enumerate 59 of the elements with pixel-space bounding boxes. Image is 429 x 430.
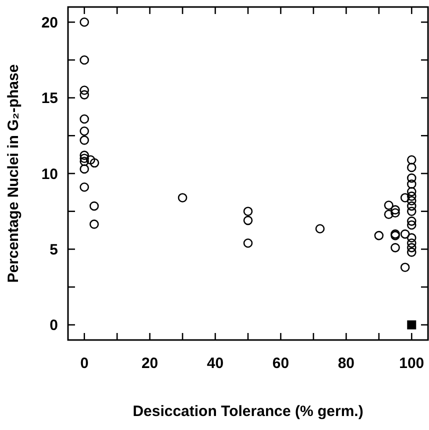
point — [80, 55, 90, 65]
point — [90, 201, 99, 211]
point — [406, 173, 416, 183]
y-tick-label: 0 — [50, 317, 58, 334]
y-tick-label: 5 — [50, 241, 58, 258]
point — [80, 154, 90, 164]
point — [400, 262, 410, 272]
point — [390, 205, 400, 214]
point — [80, 164, 90, 174]
point — [80, 136, 90, 145]
y-tick-label: 10 — [41, 166, 58, 183]
point — [243, 238, 253, 248]
point — [80, 156, 90, 166]
point — [406, 233, 416, 242]
point — [80, 126, 90, 136]
point — [406, 179, 416, 189]
point — [243, 216, 253, 226]
point — [406, 155, 416, 165]
point — [80, 114, 90, 124]
point — [400, 193, 410, 202]
point — [400, 229, 410, 239]
x-tick-label: 0 — [80, 355, 89, 372]
point — [406, 187, 416, 196]
point — [390, 243, 400, 252]
x-tick-label: 40 — [206, 355, 224, 372]
x-tick-label: 60 — [272, 355, 290, 372]
point — [406, 196, 416, 206]
point — [390, 208, 400, 218]
x-tick-label: 80 — [338, 355, 355, 372]
point — [80, 86, 90, 95]
point — [406, 206, 416, 216]
point — [90, 158, 100, 168]
point — [80, 150, 90, 160]
point — [90, 220, 99, 229]
point — [406, 192, 416, 201]
point — [406, 162, 416, 172]
point — [406, 220, 416, 230]
point — [406, 201, 416, 211]
y-axis-title: Percentage Nuclei in G₂-phase — [5, 64, 22, 283]
point — [374, 230, 384, 240]
point — [406, 243, 416, 252]
point — [384, 210, 394, 220]
x-tick-label: 100 — [399, 355, 424, 372]
point — [406, 248, 416, 257]
point — [315, 224, 325, 234]
point — [243, 206, 253, 216]
point — [407, 320, 416, 330]
x-axis-title: Desiccation Tolerance (% germ.) — [132, 403, 364, 420]
point — [80, 17, 90, 27]
x-tick-label: 20 — [141, 355, 158, 372]
point — [86, 155, 96, 165]
y-tick-label: 15 — [41, 90, 58, 108]
point — [178, 193, 188, 202]
point — [384, 200, 394, 210]
point — [80, 182, 90, 192]
y-tick-label: 20 — [41, 14, 58, 32]
point — [80, 90, 90, 100]
point — [406, 238, 416, 248]
point — [406, 216, 416, 226]
